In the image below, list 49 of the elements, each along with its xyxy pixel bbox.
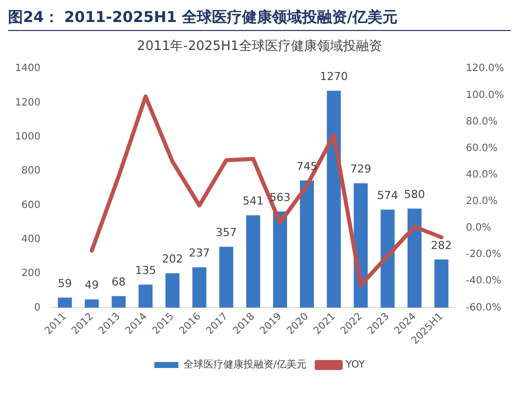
bar — [58, 298, 72, 308]
data-label: 580 — [404, 188, 426, 202]
bar — [138, 284, 153, 308]
y2-tick-label: 0.0% — [466, 222, 492, 234]
data-label: 68 — [112, 275, 126, 288]
y2-tick-label: 120.0% — [466, 63, 504, 74]
bar — [112, 296, 126, 308]
y2-tick-label: -20.0% — [466, 249, 502, 260]
y2-tick-label: -40.0% — [466, 276, 502, 287]
bar — [326, 90, 341, 308]
legend-label: 全球医疗健康投融资/亿美元 — [183, 358, 307, 371]
bar — [273, 212, 288, 308]
data-label: 541 — [242, 194, 264, 208]
bar — [408, 208, 422, 308]
data-label: 1270 — [320, 70, 348, 84]
bar — [380, 210, 395, 308]
bar — [84, 299, 99, 308]
data-label: 729 — [350, 162, 372, 176]
y-tick-label: 800 — [21, 166, 40, 177]
bar — [300, 180, 314, 308]
data-label: 49 — [84, 278, 99, 292]
bar — [434, 260, 448, 308]
data-label: 135 — [135, 264, 156, 278]
bar — [246, 215, 260, 308]
y-tick-label: 600 — [21, 200, 40, 211]
data-label: 282 — [430, 238, 452, 252]
chart-title: 图24： 2011-2025H1 全球医疗健康领域投融资/亿美元 — [8, 8, 511, 31]
data-label: 357 — [216, 226, 237, 240]
data-label: 59 — [58, 276, 72, 290]
bar — [165, 273, 180, 308]
y2-tick-label: 60.0% — [466, 142, 498, 154]
y-tick-label: 0 — [34, 302, 40, 314]
y2-tick-label: 20.0% — [466, 196, 498, 208]
y-tick-label: 1000 — [14, 132, 40, 143]
y2-tick-label: 100.0% — [466, 90, 504, 101]
y-tick-label: 1400 — [14, 63, 40, 74]
legend-label: YOY — [344, 360, 366, 371]
y-tick-label: 1200 — [14, 97, 40, 108]
data-label: 202 — [162, 252, 183, 266]
data-label: 574 — [377, 189, 398, 202]
chart-subtitle: 2011年-2025H1全球医疗健康领域投融资 — [137, 39, 382, 54]
y-tick-label: 200 — [21, 268, 40, 280]
y-tick-label: 400 — [21, 234, 40, 245]
y2-tick-label: -60.0% — [466, 302, 502, 314]
bar — [219, 246, 234, 308]
bar — [192, 267, 206, 308]
data-label: 237 — [188, 246, 210, 260]
y2-tick-label: 80.0% — [466, 116, 498, 128]
y2-tick-label: 40.0% — [466, 169, 498, 180]
